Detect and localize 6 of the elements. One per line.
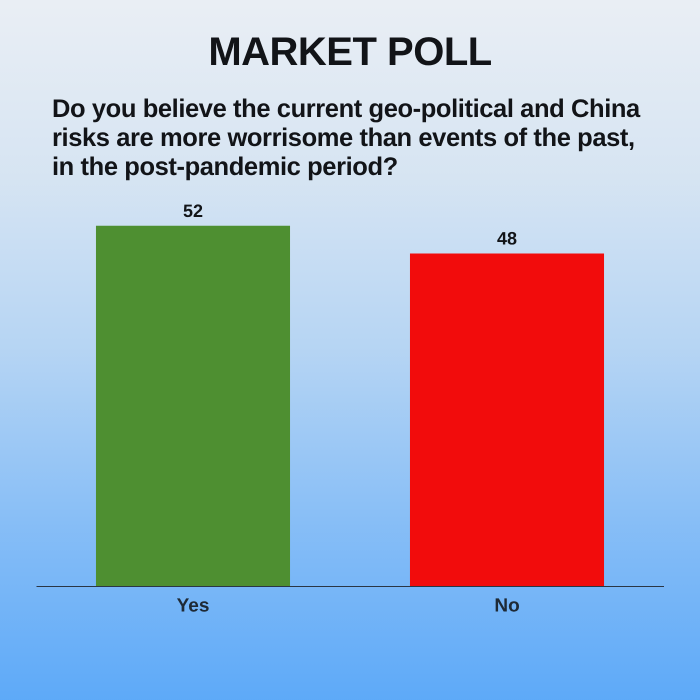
data-label: 48: [496, 228, 518, 248]
x-tick-label: No: [494, 596, 520, 616]
x-tick-label: Yes: [176, 596, 210, 616]
data-label: 52: [182, 200, 204, 221]
chart-subtitle: Do you believe the current geo-political and China risks are more worrisome than events of the past, in the post-pandemic period?: [52, 95, 642, 182]
chart-title: MARKET POLL: [207, 30, 493, 75]
